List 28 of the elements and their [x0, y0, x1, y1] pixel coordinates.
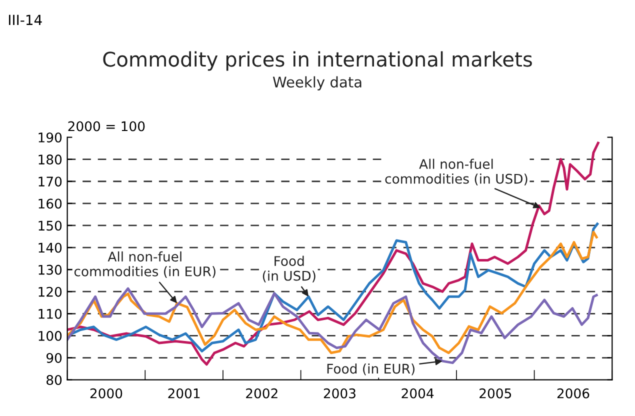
y-tick-label: 170	[38, 176, 62, 187]
x-tick-label: 2001	[168, 388, 200, 398]
y-tick-label: 130	[38, 264, 62, 275]
annotation: All non-fuel commodities (in USD)	[385, 158, 528, 186]
x-tick-label: 2002	[246, 388, 278, 398]
chart-subtitle: Weekly data	[272, 76, 362, 90]
x-tick-label: 2006	[557, 388, 590, 398]
x-tick-label: 2005	[480, 388, 512, 398]
y-tick-label: 150	[38, 220, 62, 231]
annotation: All non-fuel commodities (in EUR)	[74, 251, 216, 278]
line-series	[67, 287, 598, 364]
y-tick-label: 80	[46, 375, 62, 386]
y-tick-label: 180	[38, 154, 62, 165]
y-tick-label: 140	[38, 242, 62, 253]
x-tick-label: 2004	[402, 388, 434, 398]
y-tick-label: 160	[38, 198, 62, 209]
annotation: Food (in EUR)	[327, 364, 414, 376]
y-tick-label: 90	[46, 352, 62, 363]
x-tick-label: 2000	[90, 388, 122, 398]
y-tick-label: 110	[38, 308, 62, 319]
y-tick-label: 120	[38, 286, 62, 297]
chart-title: Commodity prices in international markets	[103, 51, 532, 71]
x-tick-label: 2003	[324, 388, 356, 398]
y-axis-title: 2000 = 100	[68, 121, 145, 132]
y-tick-label: 190	[38, 132, 62, 142]
y-tick-label: 100	[38, 330, 62, 341]
text: III-14	[8, 14, 42, 25]
annotation: Food (in USD)	[262, 256, 316, 282]
